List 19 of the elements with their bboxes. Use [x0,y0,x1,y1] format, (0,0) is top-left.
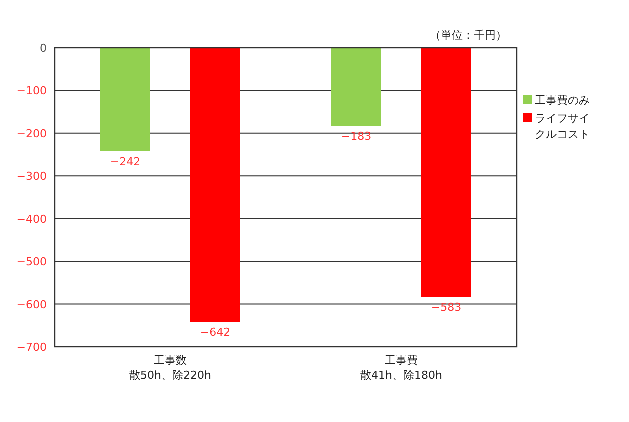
legend-label: ライフサイクルコスト [535,112,590,141]
text: 散41h、除180h [360,369,442,382]
y-tick-label: −400 [16,212,47,226]
y-tick-label: −300 [16,170,47,184]
y-tick-label: 0 [40,42,47,55]
y-tick-label: −700 [16,341,47,354]
y-tick-label: −600 [16,298,47,312]
data-label: −642 [200,326,231,340]
legend-label: 工事費のみ [535,94,590,107]
x-tick-label: 工事数 [154,354,187,367]
text: （単位：千円） [430,29,507,42]
y-tick-label: −200 [16,127,47,140]
y-tick-label: −500 [16,256,47,269]
data-label: −242 [110,155,141,168]
data-label: −183 [341,130,372,144]
text: 散50h、除220h [130,369,212,382]
y-tick-label: −100 [16,84,47,98]
data-label: −583 [431,301,462,314]
x-tick-label: 工事費 [385,354,418,367]
